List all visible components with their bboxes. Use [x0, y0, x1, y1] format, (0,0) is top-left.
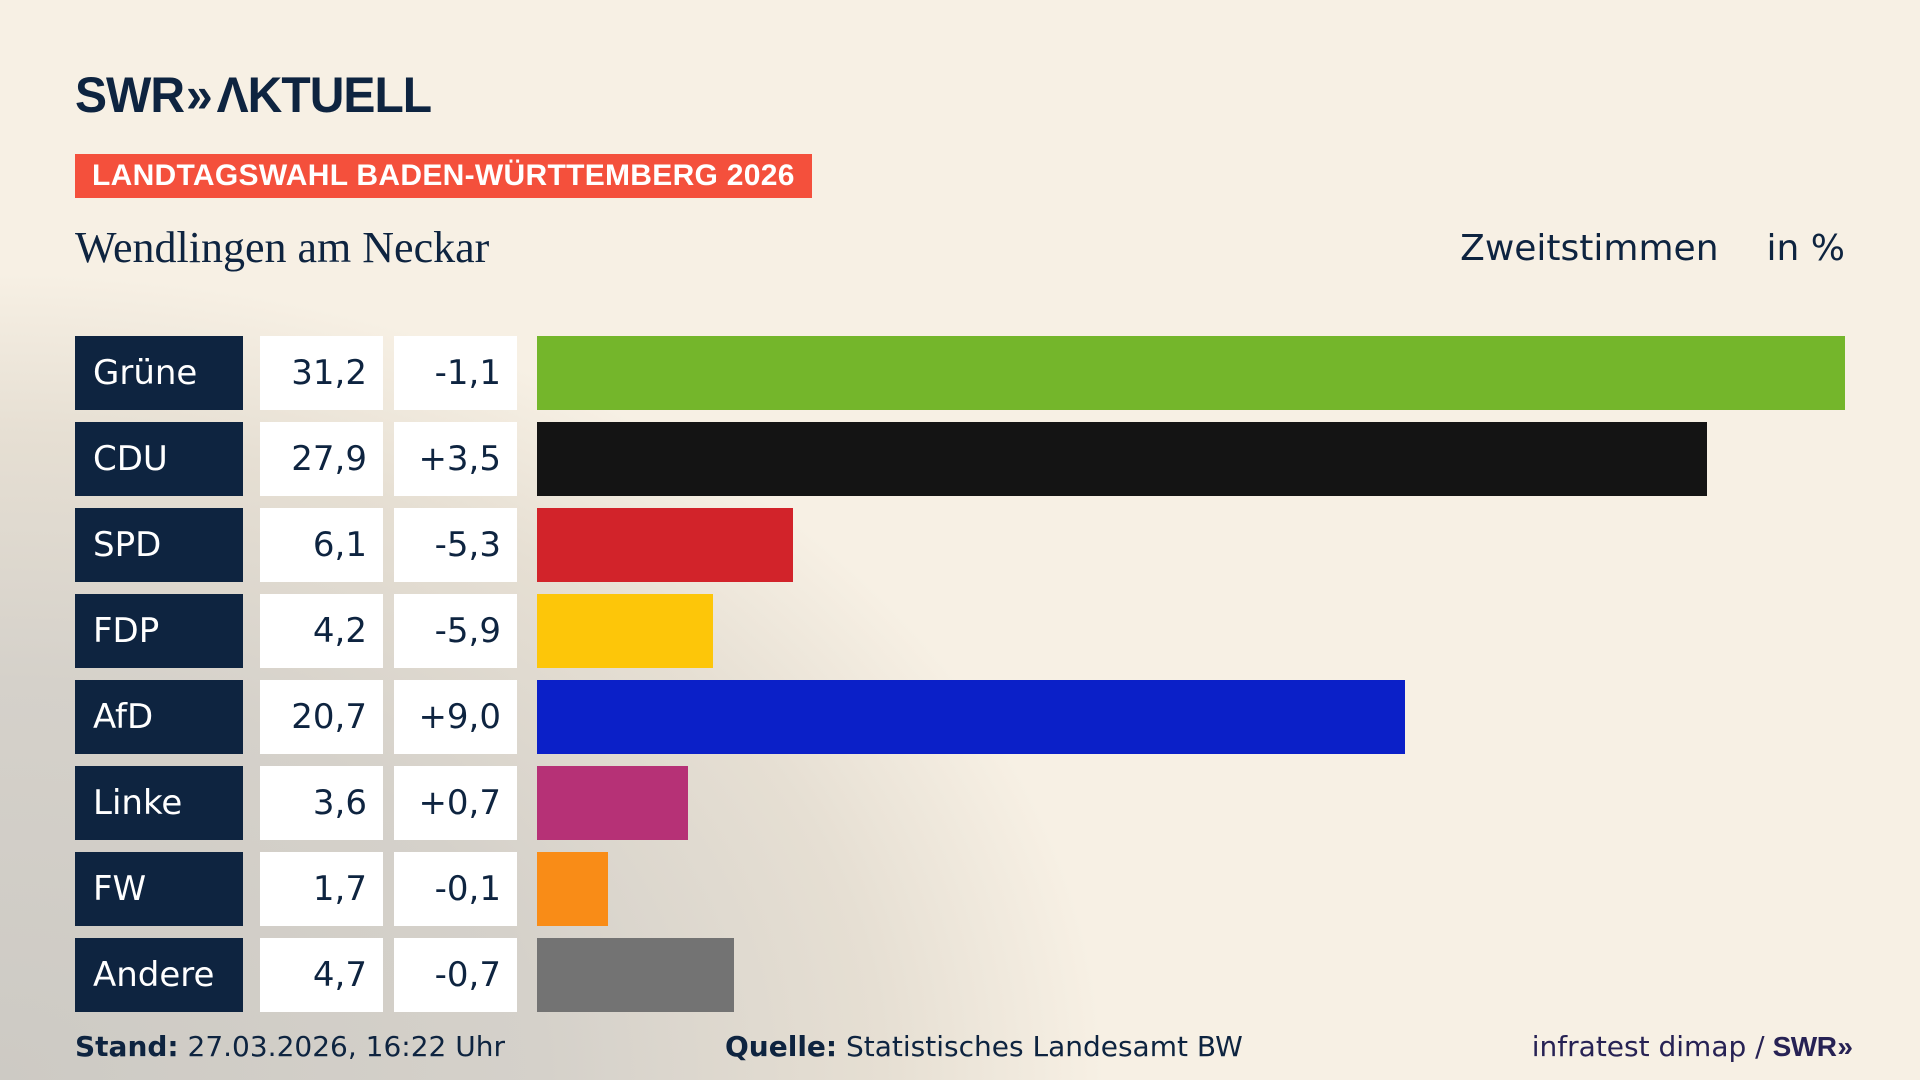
credit-swr-text: SWR	[1772, 1031, 1837, 1062]
result-bar	[537, 508, 793, 582]
bar-track	[537, 680, 1845, 754]
credit: infratest dimap / SWR»	[1531, 1030, 1853, 1063]
bar-track	[537, 594, 1845, 668]
result-row-fdp: FDP 4,2 -5,9	[75, 594, 1845, 668]
change-value: -5,3	[394, 508, 517, 582]
result-bar	[537, 422, 1707, 496]
vote-share-value: 4,7	[260, 938, 383, 1012]
vote-share-value: 31,2	[260, 336, 383, 410]
bar-track	[537, 766, 1845, 840]
result-row-afd: AfD 20,7 +9,0	[75, 680, 1845, 754]
footer: Stand: 27.03.2026, 16:22 Uhr Quelle: Sta…	[0, 1030, 1920, 1070]
swr-chevron-icon: »	[186, 67, 213, 123]
result-bar	[537, 594, 714, 668]
result-row-cdu: CDU 27,9 +3,5	[75, 422, 1845, 496]
change-value: +9,0	[394, 680, 517, 754]
vote-share-value: 27,9	[260, 422, 383, 496]
party-label: SPD	[75, 508, 243, 582]
vote-share-value: 1,7	[260, 852, 383, 926]
party-label: Grüne	[75, 336, 243, 410]
vote-share-value: 20,7	[260, 680, 383, 754]
vote-type-label: Zweitstimmen in %	[1460, 228, 1845, 269]
swr-aktuell-logo: SWR» ΛKTUELL	[75, 66, 433, 124]
result-bar	[537, 938, 735, 1012]
result-row-fw: FW 1,7 -0,1	[75, 852, 1845, 926]
timestamp-value: 27.03.2026, 16:22 Uhr	[178, 1030, 505, 1063]
party-label: FDP	[75, 594, 243, 668]
bar-track	[537, 938, 1845, 1012]
bar-track	[537, 422, 1845, 496]
party-label: Andere	[75, 938, 243, 1012]
change-value: -0,1	[394, 852, 517, 926]
party-label: FW	[75, 852, 243, 926]
result-row-linke: Linke 3,6 +0,7	[75, 766, 1845, 840]
change-value: +0,7	[394, 766, 517, 840]
unit-label: in %	[1766, 228, 1845, 269]
credit-swr-chevron-icon: »	[1837, 1031, 1852, 1062]
party-label: Linke	[75, 766, 243, 840]
source-value: Statistisches Landesamt BW	[837, 1030, 1243, 1063]
party-label: CDU	[75, 422, 243, 496]
aktuell-logo-text: ΛKTUELL	[216, 67, 433, 123]
timestamp-label: Stand:	[75, 1030, 179, 1063]
change-value: -1,1	[394, 336, 517, 410]
results-bar-chart: Grüne 31,2 -1,1 CDU 27,9 +3,5 SPD 6,1 -5,3 FDP 4,2…	[75, 336, 1845, 1024]
vote-type-text: Zweitstimmen	[1460, 228, 1719, 269]
election-banner: LANDTAGSWAHL BADEN-WÜRTTEMBERG 2026	[75, 154, 812, 198]
swr-logo-text: SWR	[75, 67, 185, 123]
source-label: Quelle:	[725, 1030, 838, 1063]
result-bar	[537, 336, 1845, 410]
data-source: Quelle: Statistisches Landesamt BW	[725, 1030, 1243, 1063]
result-bar	[537, 766, 688, 840]
result-row-grüne: Grüne 31,2 -1,1	[75, 336, 1845, 410]
party-label: AfD	[75, 680, 243, 754]
change-value: -5,9	[394, 594, 517, 668]
bar-track	[537, 508, 1845, 582]
result-row-spd: SPD 6,1 -5,3	[75, 508, 1845, 582]
result-bar	[537, 852, 609, 926]
bar-track	[537, 336, 1845, 410]
credit-swr-logo: SWR»	[1772, 1031, 1853, 1062]
result-row-andere: Andere 4,7 -0,7	[75, 938, 1845, 1012]
result-bar	[537, 680, 1405, 754]
bar-track	[537, 852, 1845, 926]
vote-share-value: 6,1	[260, 508, 383, 582]
credit-text: infratest dimap /	[1531, 1030, 1765, 1063]
vote-share-value: 3,6	[260, 766, 383, 840]
municipality-title: Wendlingen am Neckar	[75, 223, 490, 272]
change-value: -0,7	[394, 938, 517, 1012]
vote-share-value: 4,2	[260, 594, 383, 668]
timestamp: Stand: 27.03.2026, 16:22 Uhr	[75, 1030, 505, 1063]
change-value: +3,5	[394, 422, 517, 496]
